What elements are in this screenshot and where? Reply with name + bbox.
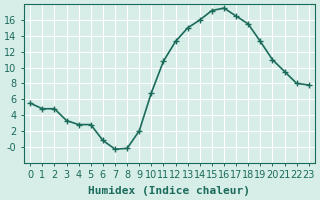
X-axis label: Humidex (Indice chaleur): Humidex (Indice chaleur) — [89, 186, 251, 196]
